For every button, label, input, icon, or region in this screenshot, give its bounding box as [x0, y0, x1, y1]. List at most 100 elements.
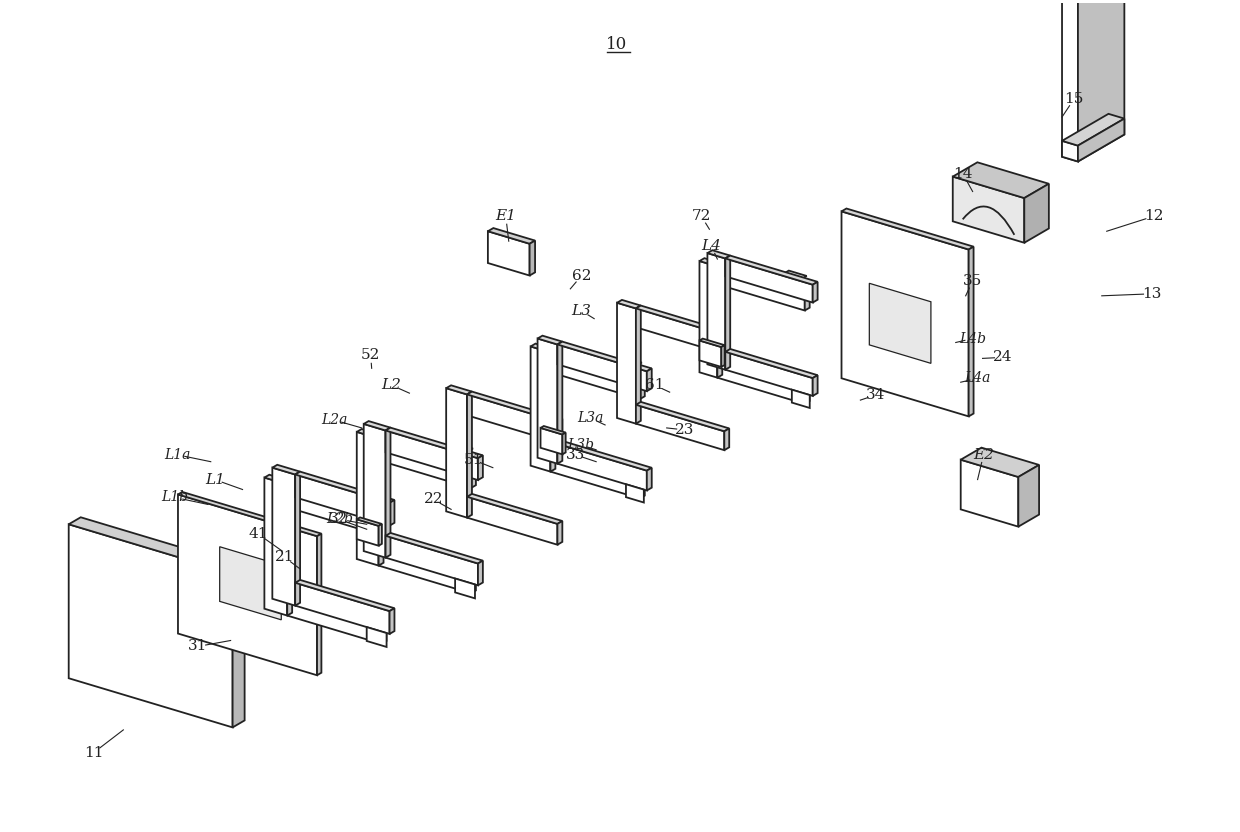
Polygon shape [869, 283, 931, 364]
Text: L4b: L4b [959, 331, 986, 345]
Polygon shape [288, 484, 382, 536]
Text: 13: 13 [1142, 287, 1161, 301]
Polygon shape [363, 424, 386, 557]
Polygon shape [558, 521, 562, 545]
Polygon shape [288, 590, 387, 621]
Polygon shape [636, 305, 729, 335]
Text: 34: 34 [866, 389, 885, 402]
Polygon shape [784, 270, 807, 279]
Polygon shape [477, 561, 482, 586]
Polygon shape [952, 162, 1049, 198]
Polygon shape [378, 438, 471, 488]
Polygon shape [558, 443, 647, 491]
Polygon shape [724, 332, 729, 354]
Polygon shape [448, 445, 467, 465]
Text: 52: 52 [361, 349, 381, 363]
Polygon shape [446, 385, 472, 394]
Text: L1b: L1b [161, 490, 188, 504]
Polygon shape [487, 228, 536, 244]
Polygon shape [699, 340, 722, 367]
Polygon shape [295, 580, 394, 611]
Polygon shape [357, 518, 382, 526]
Polygon shape [558, 342, 562, 463]
Polygon shape [529, 240, 536, 275]
Text: 11: 11 [84, 745, 103, 760]
Polygon shape [551, 353, 640, 399]
Polygon shape [1024, 184, 1049, 243]
Polygon shape [636, 402, 729, 431]
Polygon shape [179, 492, 321, 536]
Text: 31: 31 [188, 640, 207, 653]
Polygon shape [467, 497, 558, 545]
Polygon shape [288, 592, 382, 644]
Polygon shape [541, 426, 565, 434]
Polygon shape [538, 335, 562, 344]
Text: 72: 72 [692, 210, 711, 223]
Text: 23: 23 [675, 423, 694, 437]
Polygon shape [264, 475, 293, 484]
Polygon shape [718, 266, 805, 310]
Polygon shape [842, 209, 973, 250]
Polygon shape [467, 494, 562, 524]
Polygon shape [386, 533, 482, 563]
Text: 10: 10 [606, 36, 627, 53]
Polygon shape [718, 264, 810, 293]
Polygon shape [968, 246, 973, 416]
Polygon shape [378, 544, 471, 593]
Polygon shape [619, 357, 642, 365]
Text: 12: 12 [1143, 210, 1163, 223]
Polygon shape [531, 344, 556, 353]
Text: L2: L2 [382, 379, 402, 392]
Polygon shape [357, 519, 378, 546]
Polygon shape [1061, 114, 1125, 146]
Text: 24: 24 [993, 350, 1012, 364]
Text: 51: 51 [464, 453, 482, 467]
Polygon shape [378, 524, 382, 546]
Polygon shape [467, 392, 472, 518]
Polygon shape [386, 536, 477, 586]
Polygon shape [792, 389, 810, 408]
Text: 22: 22 [424, 493, 443, 507]
Polygon shape [471, 568, 476, 593]
Polygon shape [68, 518, 244, 573]
Polygon shape [288, 482, 293, 616]
Text: L4a: L4a [965, 371, 991, 385]
Polygon shape [295, 582, 389, 634]
Text: 33: 33 [565, 448, 585, 462]
Polygon shape [288, 482, 387, 513]
Text: 41: 41 [249, 527, 268, 541]
Polygon shape [551, 449, 645, 478]
Polygon shape [389, 500, 394, 526]
Polygon shape [707, 253, 725, 369]
Polygon shape [618, 303, 636, 423]
Polygon shape [295, 474, 389, 526]
Text: 32: 32 [329, 513, 348, 527]
Polygon shape [378, 541, 476, 572]
Polygon shape [805, 290, 810, 310]
Polygon shape [179, 494, 317, 676]
Polygon shape [961, 448, 1039, 477]
Polygon shape [805, 384, 810, 404]
Polygon shape [295, 472, 394, 503]
Text: L3b: L3b [567, 438, 594, 452]
Polygon shape [219, 547, 281, 620]
Polygon shape [722, 345, 724, 367]
Polygon shape [264, 478, 288, 616]
Polygon shape [538, 339, 558, 463]
Polygon shape [558, 342, 652, 371]
Polygon shape [725, 255, 730, 369]
Polygon shape [718, 359, 805, 404]
Text: L1: L1 [205, 473, 224, 487]
Polygon shape [378, 436, 476, 466]
Polygon shape [382, 510, 387, 536]
Polygon shape [448, 443, 472, 452]
Polygon shape [725, 349, 817, 378]
Polygon shape [952, 176, 1024, 243]
Polygon shape [647, 468, 652, 491]
Polygon shape [471, 463, 476, 488]
Polygon shape [961, 460, 1018, 527]
Polygon shape [233, 567, 244, 727]
Polygon shape [812, 375, 817, 396]
Polygon shape [477, 455, 482, 480]
Polygon shape [647, 369, 652, 391]
